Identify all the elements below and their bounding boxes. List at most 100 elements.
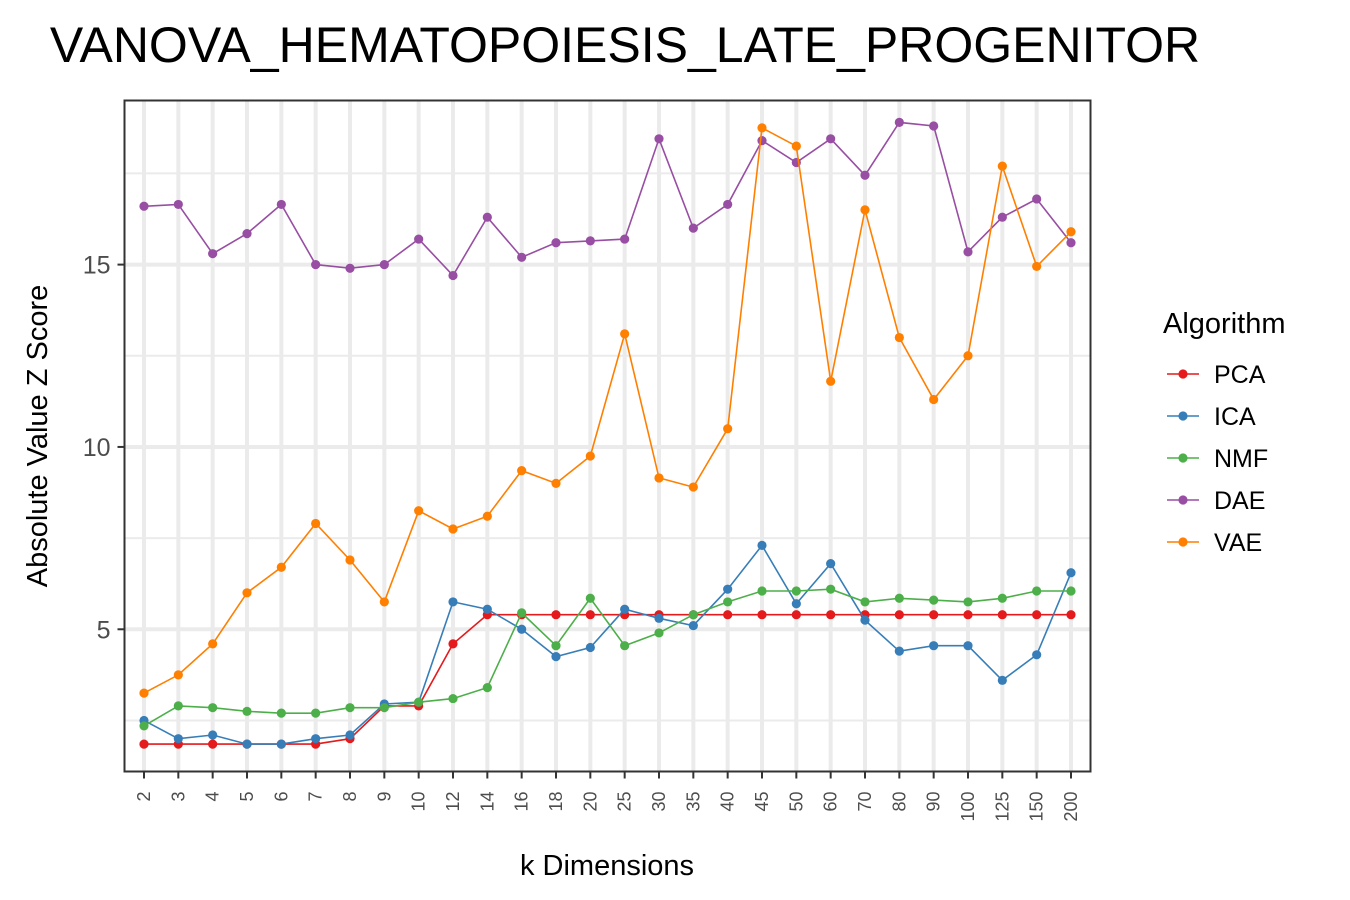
series-nmf — [139, 584, 1076, 731]
x-tick-label: 9 — [374, 792, 394, 802]
data-point-pca — [929, 610, 939, 620]
data-point-nmf — [276, 708, 286, 718]
x-tick-label: 100 — [958, 792, 978, 822]
data-point-pca — [551, 610, 561, 620]
data-point-vae — [517, 466, 527, 476]
data-point-pca — [723, 610, 733, 620]
data-point-nmf — [517, 608, 527, 618]
data-point-nmf — [894, 593, 904, 603]
data-point-nmf — [620, 641, 630, 651]
data-point-pca — [963, 610, 973, 620]
data-point-pca — [208, 739, 218, 749]
data-point-nmf — [414, 697, 424, 707]
x-tick-label: 45 — [752, 792, 772, 812]
x-tick-label: 25 — [615, 792, 635, 812]
data-point-vae — [139, 688, 149, 698]
data-point-nmf — [345, 703, 355, 713]
data-point-ica — [688, 621, 698, 631]
chart-title: VANOVA_HEMATOPOIESIS_LATE_PROGENITOR — [50, 17, 1200, 73]
data-point-ica — [997, 675, 1007, 685]
data-point-ica — [242, 739, 252, 749]
x-tick-label: 40 — [718, 792, 738, 812]
data-point-vae — [345, 555, 355, 565]
legend-label: VAE — [1214, 529, 1262, 557]
data-point-nmf — [688, 610, 698, 620]
data-point-vae — [585, 451, 595, 461]
data-point-nmf — [1032, 586, 1042, 596]
legend-key-point — [1178, 495, 1188, 505]
data-point-dae — [997, 212, 1007, 222]
legend-item-pca: PCA — [1167, 361, 1266, 389]
data-point-vae — [654, 473, 664, 483]
data-point-vae — [208, 639, 218, 649]
legend: Algorithm PCA ICA NMF DAE VAE — [1163, 308, 1286, 557]
data-point-nmf — [551, 641, 561, 651]
x-tick-label: 14 — [477, 792, 497, 812]
data-point-ica — [276, 739, 286, 749]
data-point-nmf — [311, 708, 321, 718]
data-point-pca — [448, 639, 458, 649]
data-point-nmf — [826, 584, 836, 594]
data-point-vae — [1066, 227, 1076, 237]
data-point-pca — [757, 610, 767, 620]
legend-key-point — [1178, 369, 1188, 379]
grid-lines — [124, 100, 1091, 772]
data-point-nmf — [963, 597, 973, 607]
data-point-vae — [173, 670, 183, 680]
data-point-pca — [139, 739, 149, 749]
x-tick-label: 5 — [237, 792, 257, 802]
data-point-nmf — [1066, 586, 1076, 596]
data-point-dae — [345, 263, 355, 273]
data-point-nmf — [929, 595, 939, 605]
data-point-nmf — [448, 693, 458, 704]
data-point-ica — [448, 597, 458, 607]
data-point-nmf — [723, 597, 733, 607]
data-point-dae — [723, 199, 733, 210]
data-point-pca — [894, 610, 904, 620]
y-tick-label: 5 — [97, 616, 111, 644]
legend-key-point — [1178, 411, 1188, 421]
x-tick-label: 150 — [1027, 792, 1047, 822]
data-point-ica — [517, 624, 527, 634]
data-point-dae — [482, 212, 492, 222]
x-tick-label: 200 — [1061, 792, 1081, 822]
data-point-dae — [860, 170, 870, 180]
data-point-dae — [551, 238, 561, 248]
data-point-nmf — [654, 628, 664, 638]
x-tick-label: 7 — [306, 792, 326, 802]
y-tick-label: 15 — [83, 252, 111, 280]
data-point-ica — [791, 599, 801, 609]
legend-item-ica: ICA — [1167, 403, 1256, 431]
data-point-ica — [173, 734, 183, 744]
data-point-vae — [620, 329, 630, 339]
x-tick-label: 80 — [889, 792, 909, 812]
data-point-ica — [757, 540, 767, 551]
data-point-ica — [860, 615, 870, 625]
series-line-ica — [143, 543, 1072, 745]
x-tick-label: 8 — [340, 792, 360, 802]
data-point-pca — [1066, 610, 1076, 620]
data-point-vae — [963, 351, 973, 361]
data-point-ica — [551, 652, 561, 662]
x-tick-label: 30 — [649, 792, 669, 812]
data-point-dae — [1032, 194, 1042, 204]
series-layer — [139, 117, 1076, 749]
legend-label: DAE — [1214, 487, 1265, 515]
data-point-vae — [757, 123, 767, 133]
legend-label: PCA — [1214, 361, 1266, 389]
legend-title: Algorithm — [1163, 308, 1286, 340]
data-point-nmf — [208, 703, 218, 713]
series-line-dae — [143, 121, 1072, 277]
data-point-dae — [654, 134, 664, 144]
data-point-nmf — [860, 597, 870, 607]
data-point-ica — [1066, 568, 1076, 578]
data-point-nmf — [585, 593, 595, 603]
data-point-vae — [276, 562, 286, 572]
data-point-pca — [585, 610, 595, 620]
data-point-vae — [723, 424, 733, 434]
data-point-dae — [585, 236, 595, 246]
data-point-dae — [929, 121, 939, 131]
legend-item-dae: DAE — [1167, 487, 1265, 515]
data-point-ica — [620, 604, 630, 614]
